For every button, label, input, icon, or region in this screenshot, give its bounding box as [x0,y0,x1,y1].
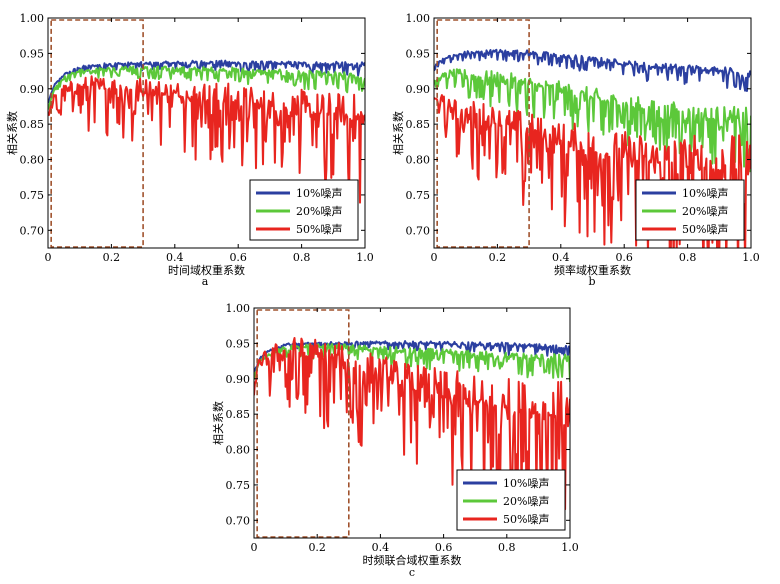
x-tick-label: 0.6 [435,541,453,554]
legend-label: 10%噪声 [503,476,549,490]
x-tick-label: 0 [45,251,52,264]
x-tick-label: 0.4 [552,251,570,264]
x-tick-label: 0.6 [229,251,247,264]
y-tick-label: 0.90 [406,83,431,96]
y-tick-label: 1.00 [20,12,45,25]
legend-label: 50%噪声 [682,222,728,236]
chart-panel-c: 0 0.2 0.4 0.6 0.8 1.0 0.70 0.75 0.80 0.85 0.90 0.95… [211,302,579,579]
legend: 10%噪声 20%噪声 50%噪声 [249,179,359,241]
x-tick-label: 0 [431,251,438,264]
panel-label: c [409,566,415,579]
y-tick-label: 0.90 [20,83,45,96]
series-line-20%噪声 [254,343,570,382]
x-tick-label: 0.2 [103,251,121,264]
legend-label: 10%噪声 [296,186,342,200]
highlight-box [436,19,530,248]
x-tick-label: 0 [251,541,258,554]
x-tick-label: 0.2 [308,541,326,554]
y-axis-label: 相关系数 [5,111,19,155]
y-tick-label: 0.85 [20,118,45,131]
y-tick-label: 0.80 [226,444,251,457]
x-tick-label: 0.4 [166,251,184,264]
y-tick-label: 0.70 [226,514,251,527]
y-tick-label: 0.95 [406,47,431,60]
x-tick-label: 0.4 [372,541,390,554]
y-tick-label: 0.85 [226,408,251,421]
x-tick-label: 0.8 [679,251,697,264]
y-tick-label: 0.75 [406,189,431,202]
x-axis-label: 频率域权重系数 [554,263,631,277]
x-tick-label: 1.0 [356,251,374,264]
plot-frame [47,17,366,249]
chart-panel-b: 0 0.2 0.4 0.6 0.8 1.0 0.70 0.75 0.80 0.85 0.90 0.95… [391,12,760,288]
y-tick-label: 0.85 [406,118,431,131]
y-tick-label: 0.75 [20,189,45,202]
legend-label: 20%噪声 [296,204,342,218]
plot-frame [253,307,571,539]
y-tick-label: 0.75 [226,479,251,492]
legend-label: 50%噪声 [296,222,342,236]
chart-panel-a: 0 0.2 0.4 0.6 0.8 1.0 0.70 0.75 0.80 0.85 0.90 0.95… [5,12,374,288]
y-tick-label: 0.80 [20,154,45,167]
series-line-50%噪声 [434,94,751,248]
panel-label: a [202,275,209,288]
series-line-20%噪声 [434,68,751,173]
x-axis-label: 时间域权重系数 [168,263,245,277]
series-group [434,48,751,248]
y-tick-label: 0.80 [406,154,431,167]
x-axis-label: 时频联合域权重系数 [363,553,462,567]
legend-label: 20%噪声 [503,494,549,508]
x-tick-label: 0.8 [293,251,311,264]
y-axis-label: 相关系数 [391,111,405,155]
x-tick-label: 1.0 [742,251,760,264]
x-tick-label: 0.2 [489,251,507,264]
highlight-box [50,19,144,248]
series-line-10%噪声 [434,48,751,92]
y-tick-label: 0.70 [406,224,431,237]
legend-label: 20%噪声 [682,204,728,218]
y-tick-label: 1.00 [226,302,251,315]
panel-label: b [588,275,595,288]
series-line-50%噪声 [48,75,365,204]
series-group [48,59,365,204]
y-tick-label: 0.95 [226,337,251,350]
x-tick-label: 0.8 [498,541,516,554]
x-tick-label: 0.6 [615,251,633,264]
y-tick-label: 1.00 [406,12,431,25]
y-tick-label: 0.95 [20,47,45,60]
highlight-box [256,309,350,538]
y-tick-label: 0.70 [20,224,45,237]
legend: 10%噪声 20%噪声 50%噪声 [635,179,745,241]
legend: 10%噪声 20%噪声 50%噪声 [456,469,566,531]
x-tick-label: 1.0 [561,541,579,554]
legend-label: 10%噪声 [682,186,728,200]
y-tick-label: 0.90 [226,373,251,386]
y-axis-label: 相关系数 [211,401,225,445]
plot-frame [433,17,752,249]
series-line-20%噪声 [48,65,365,110]
legend-label: 50%噪声 [503,512,549,526]
